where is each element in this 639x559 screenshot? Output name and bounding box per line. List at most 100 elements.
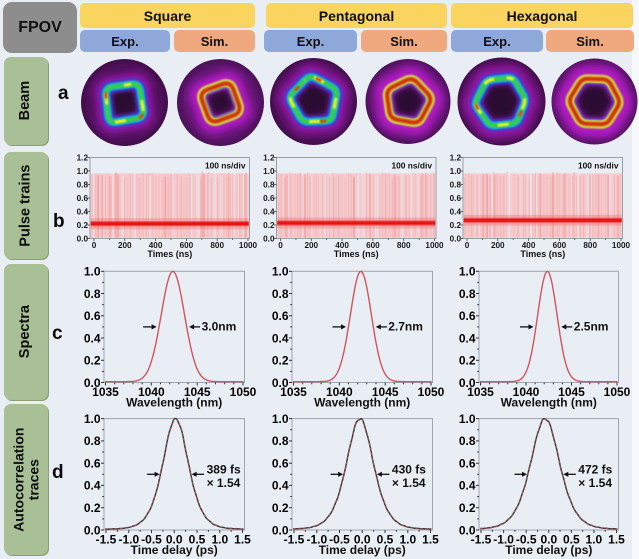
svg-text:0.4: 0.4: [459, 479, 476, 493]
svg-text:1035: 1035: [92, 385, 119, 399]
svg-text:0.4: 0.4: [450, 207, 462, 216]
svg-text:0.0: 0.0: [540, 533, 557, 547]
svg-text:× 1.54: × 1.54: [392, 476, 426, 490]
svg-text:0.6: 0.6: [263, 194, 275, 203]
svg-text:Time delay (ps): Time delay (ps): [131, 543, 218, 557]
svg-text:0.2: 0.2: [263, 221, 275, 230]
svg-text:2.7nm: 2.7nm: [388, 320, 423, 334]
svg-text:1.0: 1.0: [263, 167, 275, 176]
svg-text:0.0: 0.0: [459, 523, 476, 537]
svg-text:0.8: 0.8: [84, 287, 101, 301]
svg-text:1050: 1050: [230, 385, 257, 399]
svg-text:0.8: 0.8: [84, 434, 101, 448]
svg-text:0.2: 0.2: [450, 221, 462, 230]
svg-text:Wavelength (nm): Wavelength (nm): [314, 396, 410, 410]
svg-text:0.8: 0.8: [272, 287, 289, 301]
svg-text:Time delay (ps): Time delay (ps): [319, 543, 406, 557]
svg-text:0.0: 0.0: [450, 234, 462, 243]
svg-text:0.0: 0.0: [84, 376, 101, 390]
svg-text:1.5: 1.5: [234, 533, 251, 547]
svg-text:0.8: 0.8: [459, 287, 476, 301]
svg-text:0.4: 0.4: [272, 331, 289, 345]
svg-text:-0.5: -0.5: [329, 533, 350, 547]
svg-text:200: 200: [304, 241, 318, 250]
svg-text:1.5: 1.5: [608, 533, 625, 547]
svg-text:1.2: 1.2: [263, 153, 275, 162]
svg-text:1.0: 1.0: [77, 167, 89, 176]
svg-text:× 1.54: × 1.54: [207, 476, 241, 490]
svg-text:-1.5: -1.5: [96, 533, 117, 547]
svg-text:0.6: 0.6: [459, 457, 476, 471]
svg-text:0.8: 0.8: [459, 434, 476, 448]
svg-text:0.0: 0.0: [263, 234, 275, 243]
svg-text:0.2: 0.2: [272, 354, 289, 368]
svg-text:1045: 1045: [184, 385, 211, 399]
svg-text:× 1.54: × 1.54: [578, 476, 612, 490]
svg-text:1.5: 1.5: [422, 533, 439, 547]
svg-text:0.5: 0.5: [377, 533, 394, 547]
svg-text:1.2: 1.2: [77, 153, 89, 162]
svg-text:0.8: 0.8: [450, 180, 462, 189]
svg-text:1.2: 1.2: [450, 153, 462, 162]
svg-text:1000: 1000: [612, 241, 631, 250]
svg-text:472 fs: 472 fs: [578, 463, 612, 477]
svg-text:800: 800: [397, 241, 411, 250]
svg-text:200: 200: [118, 241, 132, 250]
svg-text:-1.0: -1.0: [493, 533, 514, 547]
svg-text:0.6: 0.6: [77, 194, 89, 203]
svg-text:1040: 1040: [513, 385, 540, 399]
svg-text:400: 400: [149, 241, 163, 250]
svg-text:0.0: 0.0: [77, 234, 89, 243]
svg-text:-1.0: -1.0: [118, 533, 139, 547]
svg-text:1.0: 1.0: [459, 265, 476, 279]
svg-text:0.6: 0.6: [84, 457, 101, 471]
svg-text:600: 600: [553, 241, 567, 250]
svg-text:0.0: 0.0: [272, 376, 289, 390]
svg-text:0.2: 0.2: [272, 501, 289, 515]
svg-text:0.2: 0.2: [459, 354, 476, 368]
svg-text:100 ns/div: 100 ns/div: [205, 161, 246, 171]
svg-text:0.4: 0.4: [84, 479, 101, 493]
svg-text:0.0: 0.0: [84, 523, 101, 537]
svg-text:0.6: 0.6: [450, 194, 462, 203]
svg-text:1.0: 1.0: [399, 533, 416, 547]
svg-text:3.0nm: 3.0nm: [202, 320, 237, 334]
svg-text:200: 200: [491, 241, 505, 250]
svg-text:0.0: 0.0: [459, 376, 476, 390]
svg-text:Times (ns): Times (ns): [520, 249, 565, 259]
svg-text:0.2: 0.2: [84, 501, 101, 515]
svg-text:400: 400: [335, 241, 349, 250]
svg-text:1050: 1050: [418, 385, 445, 399]
svg-text:-1.5: -1.5: [284, 533, 305, 547]
svg-text:1050: 1050: [604, 385, 631, 399]
svg-text:1.0: 1.0: [84, 265, 101, 279]
svg-text:600: 600: [366, 241, 380, 250]
svg-text:0.5: 0.5: [189, 533, 206, 547]
svg-text:0.8: 0.8: [263, 180, 275, 189]
svg-text:Wavelength (nm): Wavelength (nm): [501, 396, 597, 410]
svg-text:0.5: 0.5: [563, 533, 580, 547]
svg-text:-0.5: -0.5: [141, 533, 162, 547]
svg-text:0.6: 0.6: [459, 309, 476, 323]
svg-text:1035: 1035: [467, 385, 494, 399]
svg-text:0.0: 0.0: [354, 533, 371, 547]
svg-text:0.8: 0.8: [272, 434, 289, 448]
svg-text:0.4: 0.4: [84, 331, 101, 345]
svg-text:430 fs: 430 fs: [392, 463, 426, 477]
svg-text:0.8: 0.8: [77, 180, 89, 189]
svg-text:1.0: 1.0: [272, 265, 289, 279]
svg-text:100 ns/div: 100 ns/div: [578, 161, 619, 171]
svg-text:1045: 1045: [372, 385, 399, 399]
svg-text:0.0: 0.0: [272, 523, 289, 537]
svg-text:800: 800: [210, 241, 224, 250]
svg-text:0: 0: [465, 241, 470, 250]
svg-text:0.2: 0.2: [77, 221, 89, 230]
svg-text:0.4: 0.4: [263, 207, 275, 216]
svg-text:0.4: 0.4: [272, 479, 289, 493]
svg-text:0.6: 0.6: [272, 309, 289, 323]
svg-text:0.0: 0.0: [166, 533, 183, 547]
svg-text:0.2: 0.2: [84, 354, 101, 368]
svg-text:0.6: 0.6: [272, 457, 289, 471]
svg-text:1045: 1045: [558, 385, 585, 399]
svg-text:1.0: 1.0: [459, 412, 476, 426]
